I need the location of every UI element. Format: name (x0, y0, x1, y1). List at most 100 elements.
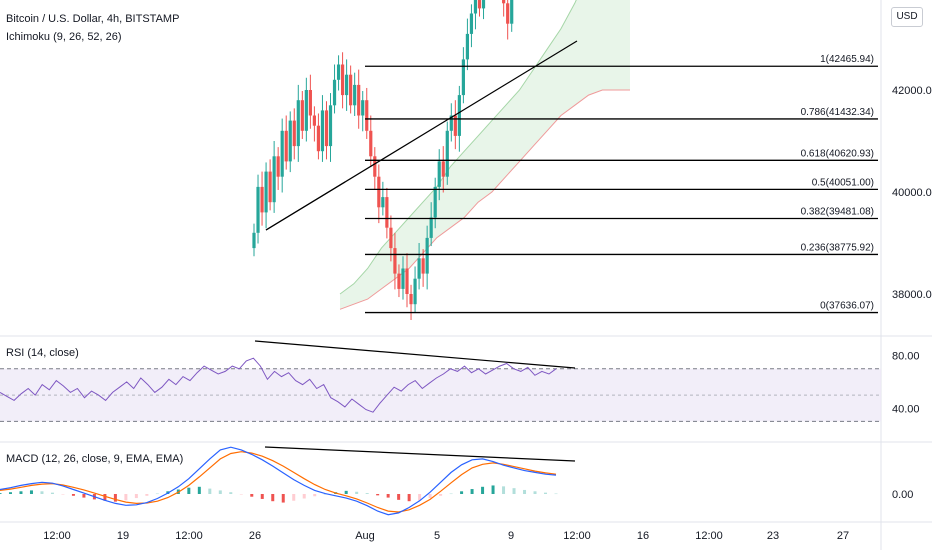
candle-body (297, 100, 300, 146)
macd-histogram-bar (40, 491, 43, 494)
rsi-divergence-line (255, 341, 575, 368)
ichimoku-title: Ichimoku (9, 26, 52, 26) (6, 31, 122, 43)
candle-body (393, 248, 396, 274)
macd-histogram-bar (114, 494, 117, 502)
candle-body (369, 131, 372, 157)
candle-body (260, 187, 263, 213)
candle-body (353, 85, 356, 105)
macd-histogram-bar (387, 494, 390, 498)
macd-histogram-bar (313, 494, 316, 496)
candle-body (277, 156, 280, 176)
macd-histogram-bar (229, 492, 232, 494)
candle-body (397, 274, 400, 289)
macd-histogram-bar (19, 491, 22, 494)
candle-body (434, 187, 437, 218)
currency-button[interactable]: USD (891, 7, 923, 27)
candle-body (317, 126, 320, 152)
x-tick-label: 12:00 (695, 530, 723, 542)
candle-body (426, 238, 429, 274)
macd-histogram-bar (355, 492, 358, 494)
candle-body (321, 110, 324, 151)
candle-body (273, 156, 276, 202)
candle-body (466, 34, 469, 60)
macd-histogram-bar (481, 487, 484, 494)
macd-histogram-bar (492, 485, 495, 494)
candle-body (438, 161, 441, 187)
x-tick-label: 16 (637, 530, 649, 542)
candle-body (470, 14, 473, 34)
candle-body (305, 90, 308, 131)
candle-body (269, 172, 272, 203)
y-tick-label: 42000.00 (892, 85, 932, 97)
x-tick-label: 12:00 (563, 530, 591, 542)
macd-histogram-bar (61, 494, 64, 495)
macd-histogram-bar (471, 489, 474, 494)
candle-body (252, 233, 255, 248)
macd-histogram-bar (366, 493, 369, 494)
candle-body (377, 177, 380, 208)
candle-body (502, 0, 505, 3)
rsi-tick-label: 80.00 (892, 351, 920, 363)
candle-body (446, 131, 449, 177)
macd-histogram-bar (9, 492, 12, 494)
candle-body (329, 105, 332, 146)
x-tick-label: 12:00 (175, 530, 203, 542)
candle-body (264, 172, 267, 213)
macd-histogram-bar (282, 494, 285, 503)
x-tick-label: 9 (508, 530, 514, 542)
x-tick-label: 19 (117, 530, 129, 542)
macd-histogram-bar (250, 494, 253, 497)
rsi-title: RSI (14, close) (6, 347, 79, 359)
candle-body (389, 228, 392, 248)
macd-histogram-bar (261, 494, 264, 499)
candle-body (289, 121, 292, 162)
macd-histogram-bar (513, 488, 516, 494)
candle-body (381, 197, 384, 207)
candle-body (422, 258, 425, 273)
candle-body (405, 269, 408, 295)
macd-histogram-bar (187, 488, 190, 494)
x-tick-label: 12:00 (43, 530, 71, 542)
fib-level-label: 0.382(39481.08) (801, 206, 874, 217)
candle-body (373, 156, 376, 176)
macd-tick-label: 0.00 (892, 489, 913, 501)
x-tick-label: 23 (767, 530, 779, 542)
candle-body (506, 3, 509, 23)
candle-body (385, 197, 388, 228)
candle-body (365, 100, 368, 131)
fib-level-label: 0(37636.07) (820, 301, 874, 312)
macd-histogram-bar (208, 489, 211, 494)
y-tick-label: 38000.00 (892, 289, 932, 301)
macd-histogram-bar (439, 494, 442, 496)
candle-body (474, 0, 477, 13)
macd-histogram-bar (219, 490, 222, 494)
candle-body (293, 121, 296, 147)
fib-level-label: 0.786(41432.34) (801, 107, 874, 118)
macd-histogram-bar (534, 491, 537, 494)
macd-histogram-bar (450, 494, 453, 495)
fib-level-label: 0.236(38775.92) (801, 242, 874, 253)
y-tick-label: 40000.00 (892, 187, 932, 199)
macd-histogram-bar (460, 491, 463, 494)
candle-body (482, 0, 485, 8)
fib-level-label: 1(42465.94) (820, 54, 874, 65)
candle-body (462, 59, 465, 95)
candle-body (510, 0, 513, 24)
candle-body (325, 110, 328, 146)
macd-histogram-bar (555, 494, 558, 495)
macd-histogram-bar (30, 490, 33, 494)
candle-body (285, 131, 288, 162)
macd-histogram-bar (82, 494, 85, 498)
macd-histogram-bar (429, 494, 432, 498)
candle-body (345, 75, 348, 95)
candle-body (413, 279, 416, 305)
symbol-title: Bitcoin / U.S. Dollar, 4h, BITSTAMP (6, 13, 179, 25)
macd-histogram-bar (292, 494, 295, 501)
x-tick-label: 26 (249, 530, 261, 542)
candle-body (349, 75, 352, 106)
candle-body (281, 131, 284, 177)
fib-level-label: 0.5(40051.00) (812, 177, 874, 188)
candle-body (256, 187, 259, 233)
